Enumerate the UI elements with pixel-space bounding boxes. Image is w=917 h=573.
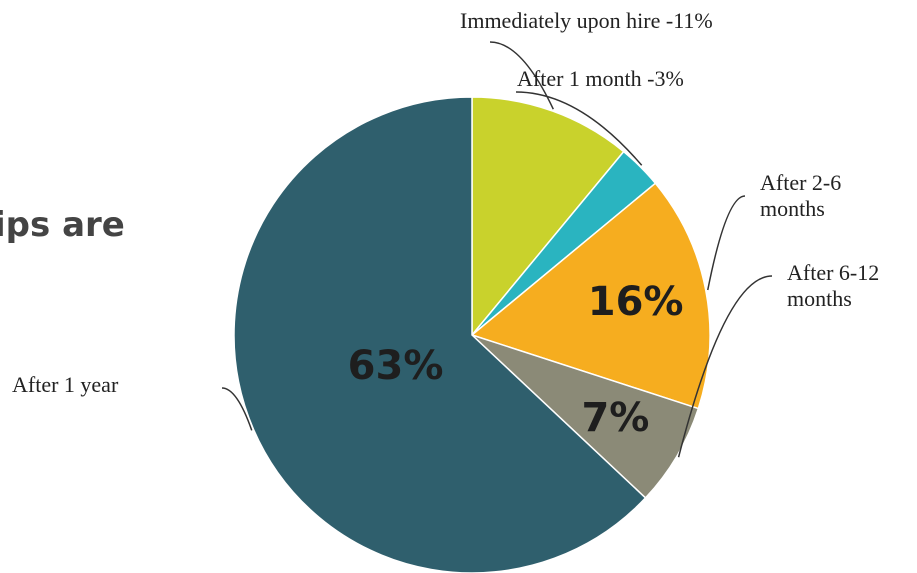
leader-line: [221, 387, 253, 431]
pie-slice: [471, 96, 625, 338]
data-label: 7%: [581, 395, 649, 441]
pie-slice: [471, 334, 700, 499]
category-label: After 1 year: [12, 372, 119, 397]
category-label: After 6-12 months: [787, 260, 879, 311]
data-label: 16%: [588, 279, 684, 325]
pie-slice: [233, 96, 647, 573]
category-label: Immediately upon hire -11%: [460, 8, 713, 33]
title-fragment: ips are: [0, 205, 125, 245]
pie-slice: [470, 182, 711, 410]
data-label: 63%: [348, 343, 444, 389]
label-line: After 2-6: [760, 170, 841, 195]
leader-line: [707, 195, 746, 291]
label-line: After 6-12: [787, 260, 879, 285]
leader-line: [515, 91, 643, 166]
label-line: months: [760, 196, 825, 221]
leader-line: [677, 275, 773, 458]
category-label: After 1 month -3%: [517, 66, 684, 91]
category-label: After 2-6 months: [760, 170, 841, 221]
label-line: months: [787, 286, 852, 311]
